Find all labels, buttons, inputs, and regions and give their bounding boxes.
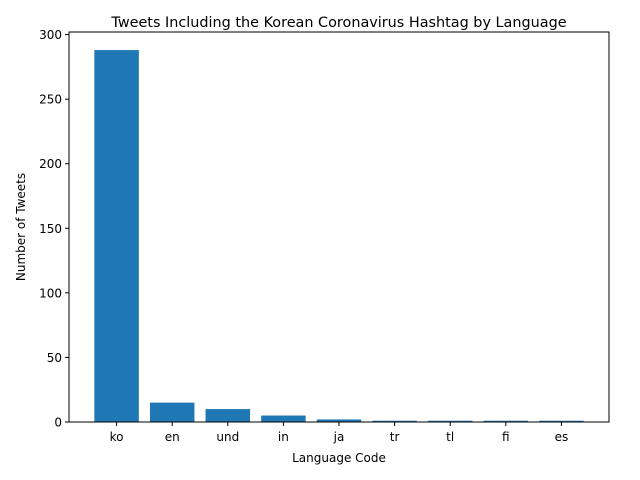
bar-ja	[316, 419, 362, 422]
plot-frame	[68, 31, 610, 423]
y-tick-label: 0	[54, 416, 62, 430]
x-tick-label: ko	[110, 430, 124, 444]
x-tick-label: es	[555, 430, 569, 444]
bar-in	[261, 415, 306, 422]
bar-ko	[94, 50, 139, 423]
y-axis-label: Number of Tweets	[14, 173, 28, 281]
x-axis-ticks: ko en und in ja tr tl fi es	[110, 422, 569, 444]
y-tick-label: 50	[47, 351, 62, 365]
bar-tl	[427, 420, 473, 422]
x-tick-label: en	[165, 430, 180, 444]
y-tick-label: 300	[39, 28, 62, 42]
y-tick-label: 150	[39, 222, 62, 236]
x-tick-label: fi	[502, 430, 510, 444]
x-tick-label: tl	[446, 430, 454, 444]
x-tick-label: ja	[333, 430, 345, 444]
x-tick-label: in	[278, 430, 289, 444]
x-tick-label: und	[216, 430, 239, 444]
bar-und	[205, 409, 251, 422]
bars-group	[94, 50, 584, 423]
bar-es	[539, 420, 584, 422]
y-tick-label: 200	[39, 157, 62, 171]
bar-en	[149, 402, 195, 422]
x-axis-label: Language Code	[292, 451, 386, 465]
bar-tr	[372, 420, 417, 422]
bar-fi	[483, 420, 529, 422]
y-tick-label: 100	[39, 286, 62, 300]
y-axis-ticks: 0 50 100 150 200 250 300	[39, 28, 69, 430]
y-tick-label: 250	[39, 93, 62, 107]
x-tick-label: tr	[390, 430, 400, 444]
chart-title: Tweets Including the Korean Coronavirus …	[110, 15, 566, 31]
